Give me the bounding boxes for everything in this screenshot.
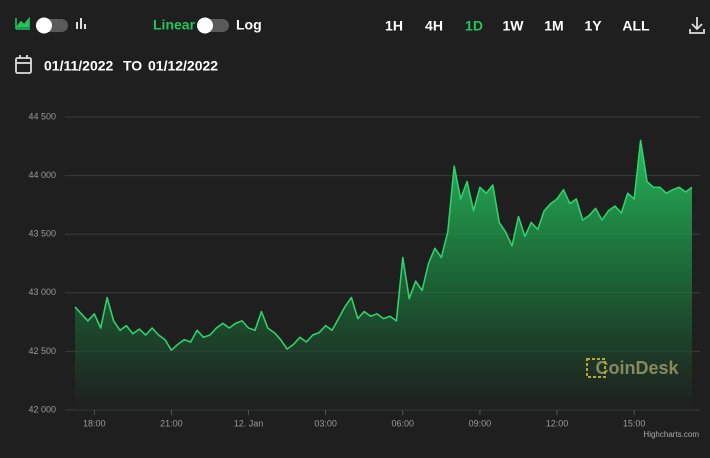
y-tick-label: 44 500: [28, 111, 56, 121]
x-tick-label: 21:00: [160, 418, 183, 428]
x-tick-label: 12. Jan: [234, 418, 264, 428]
credit: Highcharts.com: [643, 430, 699, 439]
x-tick-label: 03:00: [314, 418, 337, 428]
range-button[interactable]: 1W: [503, 18, 525, 34]
scale-toggle[interactable]: [197, 17, 229, 34]
y-tick-label: 42 000: [28, 404, 56, 414]
range-button[interactable]: ALL: [622, 18, 650, 34]
watermark: CoinDesk: [595, 358, 679, 378]
range-button[interactable]: 1Y: [584, 18, 602, 34]
log-option[interactable]: Log: [236, 17, 262, 33]
x-tick-label: 15:00: [623, 418, 646, 428]
date-to[interactable]: 01/12/2022: [148, 58, 218, 74]
range-button[interactable]: 4H: [425, 18, 443, 34]
linear-option[interactable]: Linear: [153, 17, 196, 33]
y-tick-label: 44 000: [28, 170, 56, 180]
range-button[interactable]: 1H: [385, 18, 403, 34]
x-tick-label: 06:00: [392, 418, 415, 428]
x-tick-label: 09:00: [469, 418, 492, 428]
date-separator: TO: [123, 58, 142, 74]
bar-chart-icon[interactable]: [76, 18, 86, 29]
y-tick-label: 43 000: [28, 287, 56, 297]
x-tick-label: 18:00: [83, 418, 106, 428]
chart-type-toggle[interactable]: [36, 17, 68, 34]
calendar-icon[interactable]: [15, 55, 32, 74]
y-tick-label: 43 500: [28, 229, 56, 239]
range-button[interactable]: 1D: [465, 18, 483, 34]
watermark-logo: [586, 358, 606, 378]
area-chart-icon[interactable]: [15, 16, 30, 30]
date-from[interactable]: 01/11/2022: [44, 58, 114, 74]
range-button[interactable]: 1M: [544, 18, 563, 34]
y-tick-label: 42 500: [28, 346, 56, 356]
download-icon[interactable]: [689, 17, 705, 34]
x-tick-label: 12:00: [546, 418, 569, 428]
price-line: [74, 139, 693, 351]
price-area: [75, 140, 692, 410]
